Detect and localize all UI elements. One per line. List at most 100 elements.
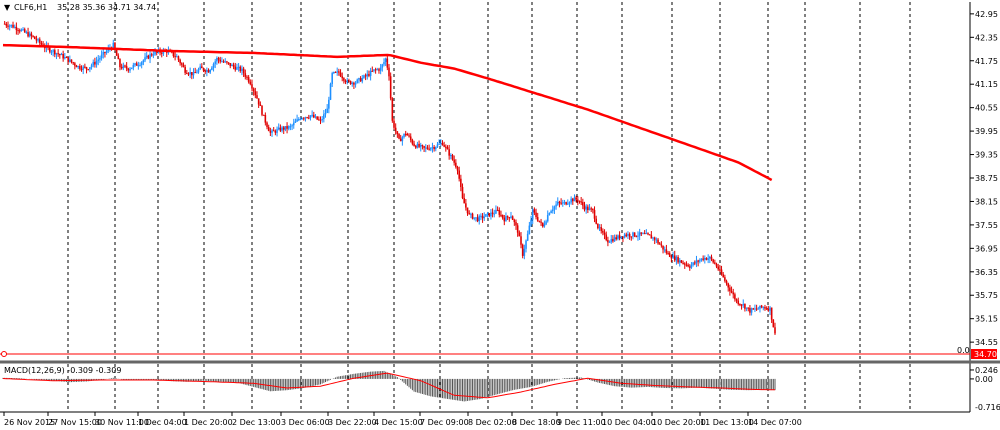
candle-body bbox=[363, 75, 365, 78]
candle-body bbox=[95, 61, 98, 65]
candle-body bbox=[750, 308, 753, 313]
candle-body bbox=[314, 116, 317, 118]
candle-body bbox=[423, 146, 425, 148]
candle-body bbox=[57, 53, 59, 55]
candle-body bbox=[700, 258, 703, 261]
candle-body bbox=[612, 239, 614, 242]
candle-body bbox=[333, 71, 335, 74]
candle-body bbox=[566, 203, 569, 205]
candle-body bbox=[38, 39, 41, 43]
candle-body bbox=[199, 66, 201, 70]
candle-body bbox=[555, 204, 557, 207]
candle-body bbox=[201, 66, 203, 69]
candle-body bbox=[120, 67, 123, 69]
symbol-label: CLF6,H1 bbox=[14, 3, 47, 12]
candle-body bbox=[104, 52, 106, 54]
candle-body bbox=[568, 202, 571, 204]
candle-body bbox=[465, 203, 467, 208]
candle-body bbox=[475, 217, 477, 219]
candle-body bbox=[79, 66, 81, 69]
candle-body bbox=[416, 143, 419, 148]
candle-body bbox=[177, 56, 180, 60]
candle-body bbox=[588, 208, 591, 211]
candle-body bbox=[610, 239, 613, 242]
candle-body bbox=[577, 199, 579, 201]
candle-body bbox=[587, 206, 589, 211]
candle-body bbox=[458, 170, 460, 179]
candle-body bbox=[729, 287, 731, 292]
candle-body bbox=[732, 292, 735, 295]
price-tick-label: 36.35 bbox=[975, 268, 998, 277]
candle-body bbox=[560, 202, 562, 204]
candle-body bbox=[565, 202, 567, 205]
candle-body bbox=[603, 232, 606, 235]
candle-body bbox=[582, 202, 584, 206]
candle-body bbox=[518, 232, 521, 237]
candle-body bbox=[172, 52, 175, 57]
candle-body bbox=[229, 63, 232, 67]
candle-body bbox=[99, 58, 101, 60]
candle-body bbox=[453, 159, 455, 163]
candle-body bbox=[399, 138, 402, 142]
candle-body bbox=[578, 200, 581, 202]
candle-body bbox=[526, 233, 529, 241]
candle-body bbox=[267, 127, 270, 132]
candle-body bbox=[323, 114, 325, 120]
candle-body bbox=[262, 114, 265, 116]
candle-body bbox=[657, 239, 659, 244]
candle-body bbox=[207, 69, 210, 73]
current-price-marker bbox=[1, 351, 7, 357]
time-tick-label: 3 Dec 06:00 bbox=[281, 418, 330, 427]
candle-body bbox=[269, 131, 272, 133]
candle-body bbox=[418, 143, 420, 147]
macd-signal-line bbox=[2, 372, 775, 399]
candle-body bbox=[204, 70, 206, 72]
candle-body bbox=[663, 249, 666, 251]
candle-body bbox=[727, 283, 730, 288]
candle-body bbox=[491, 212, 494, 214]
chart-title-icon: ▼ bbox=[4, 3, 11, 12]
price-tick-label: 41.75 bbox=[975, 57, 998, 66]
candle-body bbox=[309, 115, 312, 118]
candle-body bbox=[704, 258, 706, 260]
candle-body bbox=[264, 115, 267, 123]
candle-body bbox=[30, 33, 33, 36]
candle-body bbox=[754, 308, 756, 310]
candle-body bbox=[774, 327, 776, 334]
candle-body bbox=[189, 72, 191, 75]
candle-body bbox=[194, 72, 196, 74]
candle-body bbox=[520, 236, 522, 245]
candle-body bbox=[202, 68, 205, 71]
candle-body bbox=[236, 67, 238, 70]
candle-body bbox=[540, 221, 542, 223]
price-axis: 42.95 42.35 41.75 41.15 40.55 39.95 39.35 38.75… bbox=[970, 10, 998, 347]
candle-body bbox=[371, 70, 374, 72]
candle-body bbox=[468, 213, 471, 215]
candle-body bbox=[50, 51, 53, 53]
candle-body bbox=[500, 214, 502, 216]
candle-body bbox=[279, 127, 282, 131]
candle-body bbox=[675, 257, 678, 261]
candle-body bbox=[496, 209, 499, 211]
candle-body bbox=[105, 50, 108, 53]
candle-body bbox=[384, 58, 387, 63]
candle-body bbox=[211, 67, 213, 70]
candle-body bbox=[160, 52, 163, 54]
candle-body bbox=[294, 121, 297, 123]
candle-body bbox=[10, 24, 13, 26]
candle-body bbox=[212, 63, 215, 68]
candle-body bbox=[175, 56, 178, 58]
candle-body bbox=[630, 236, 633, 238]
candle-body bbox=[556, 201, 559, 205]
candle-body bbox=[450, 154, 452, 156]
candle-body bbox=[125, 66, 128, 69]
candle-body bbox=[424, 147, 427, 149]
candle-body bbox=[13, 26, 16, 28]
candle-body bbox=[247, 77, 250, 82]
candle-body bbox=[358, 78, 360, 80]
candle-body bbox=[366, 73, 369, 77]
candle-body bbox=[59, 54, 61, 56]
candle-body bbox=[149, 54, 151, 59]
candle-body bbox=[75, 65, 78, 68]
candle-body bbox=[652, 237, 654, 239]
